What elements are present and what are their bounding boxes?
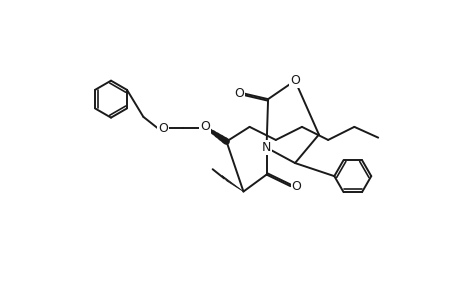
Text: O: O — [291, 180, 301, 193]
Text: O: O — [290, 74, 299, 87]
Text: O: O — [158, 122, 168, 135]
Text: N: N — [261, 141, 271, 154]
Text: O: O — [233, 87, 243, 100]
Polygon shape — [221, 176, 243, 191]
Text: O: O — [200, 120, 209, 134]
